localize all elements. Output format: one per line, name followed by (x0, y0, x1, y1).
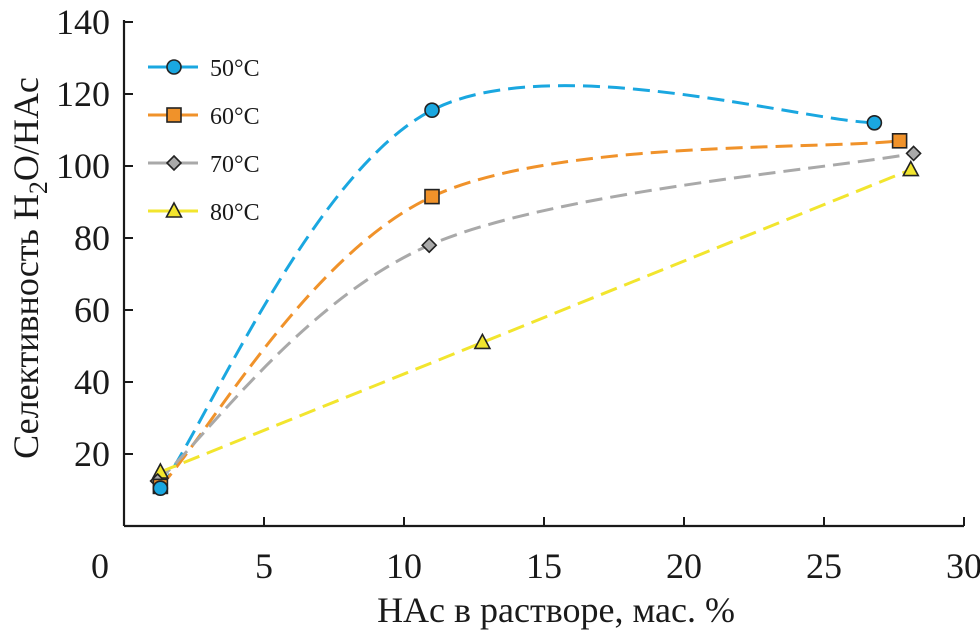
x-tick-label: 10 (386, 546, 422, 586)
data-point-80c (901, 159, 920, 177)
series-line-70c (156, 151, 914, 483)
data-point-60c (424, 188, 440, 205)
data-point-50c (866, 115, 883, 131)
series-line-60c (159, 139, 900, 488)
data-point-70c (421, 237, 438, 254)
y-tick-label: 20 (74, 434, 110, 474)
legend-label: 50°C (210, 56, 260, 82)
data-point-70c (905, 145, 922, 162)
legend-label: 80°C (210, 200, 260, 226)
data-point-60c (891, 133, 908, 149)
y-tick-label: 60 (74, 290, 110, 330)
x-tick-label: 5 (255, 546, 273, 586)
x-tick-label: 15 (526, 546, 562, 586)
y-tick-label: 140 (56, 2, 110, 42)
y-axis-title-main: Селективность H (6, 194, 46, 459)
legend-marker (165, 201, 183, 218)
y-axis-title-subscript: 2 (24, 181, 53, 194)
y-axis-title: Селективность H2O/HAc (6, 77, 53, 459)
data-point-80c (473, 332, 492, 350)
legend-item-70c: 70°C (148, 152, 260, 178)
x-tick-label: 0 (91, 546, 109, 586)
y-tick-label: 80 (74, 218, 110, 258)
data-point-50c (152, 480, 169, 497)
legend-label: 70°C (210, 152, 260, 178)
series-curves (156, 84, 914, 490)
series-line-80c (159, 168, 912, 474)
x-tick-label: 30 (946, 546, 980, 586)
series-markers (149, 102, 922, 497)
legend: 50°C 60°C 70°C 80°C (148, 56, 260, 226)
y-tick-label: 40 (74, 362, 110, 402)
legend-marker (166, 59, 182, 75)
axes: 0 5 10 15 20 25 30 20 40 60 80 100 120 140 (56, 2, 980, 586)
y-axis-title-rest: O/HAc (6, 77, 46, 181)
x-axis-title: HAc в растворе, мас. % (377, 590, 735, 630)
x-tick-label: 25 (806, 546, 842, 586)
legend-item-60c: 60°C (148, 104, 260, 130)
data-point-50c (424, 102, 440, 118)
x-tick-label: 20 (666, 546, 702, 586)
legend-item-50c: 50°C (148, 56, 260, 82)
legend-item-80c: 80°C (148, 200, 260, 226)
legend-marker (166, 107, 182, 123)
y-tick-label: 120 (56, 74, 110, 114)
legend-label: 60°C (210, 104, 260, 130)
legend-marker (165, 154, 183, 172)
y-tick-label: 100 (56, 146, 110, 186)
